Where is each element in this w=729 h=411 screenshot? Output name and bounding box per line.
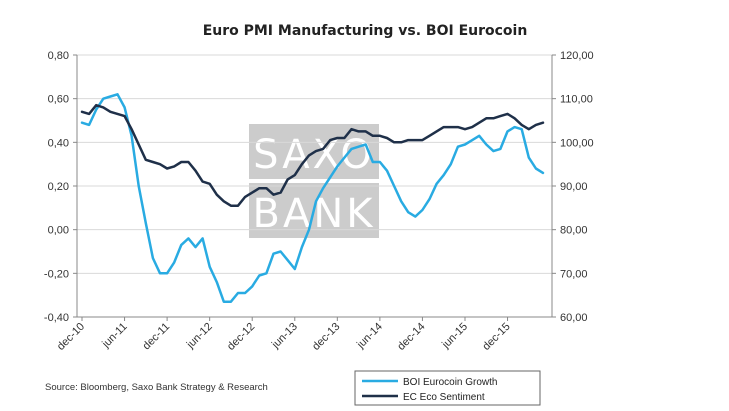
left-tick-label: 0,80: [48, 50, 69, 62]
gridlines: [77, 54, 552, 318]
x-axis-ticks: dec-10 jun-11 dec-11 jun-12 dec-12 jun-13 dec-…: [55, 317, 513, 353]
series-line-sentiment: [80, 103, 545, 207]
x-tick-label: jun-13: [269, 321, 300, 352]
right-axis-ticks: 60,00 70,00 80,00 90,00 100,00 110,00 120,00: [552, 50, 594, 324]
watermark-logo: SAXO BANK: [249, 124, 379, 238]
x-tick-label: dec-15: [480, 321, 512, 353]
legend: BOI Eurocoin Growth EC Eco Sentiment: [354, 370, 541, 406]
left-axis-ticks: -0,40 -0,20 0,00 0,20 0,40 0,60 0,80: [44, 50, 77, 324]
x-tick-label: jun-15: [439, 321, 470, 352]
left-tick-label: -0,40: [44, 312, 69, 324]
watermark-text-saxo: SAXO: [253, 132, 375, 178]
right-tick-label: 60,00: [560, 312, 588, 324]
x-tick-label: jun-11: [99, 321, 129, 351]
left-tick-label: 0,20: [48, 181, 69, 193]
right-tick-label: 110,00: [560, 94, 593, 106]
right-tick-label: 100,00: [560, 137, 594, 149]
left-tick-label: -0,20: [44, 268, 69, 280]
left-tick-label: 0,40: [48, 137, 69, 149]
right-tick-label: 90,00: [560, 181, 588, 193]
right-tick-label: 120,00: [560, 50, 594, 62]
x-tick-label: dec-11: [141, 321, 173, 353]
right-tick-label: 80,00: [560, 225, 588, 237]
x-tick-label: dec-12: [225, 321, 257, 353]
right-tick-label: 70,00: [560, 268, 588, 280]
legend-label-sentiment: EC Eco Sentiment: [403, 392, 485, 403]
legend-box: [354, 370, 541, 406]
x-tick-label: jun-14: [354, 321, 385, 352]
x-tick-label: jun-12: [184, 321, 215, 352]
chart-title: Euro PMI Manufacturing vs. BOI Eurocoin: [203, 23, 528, 39]
series-lines: [80, 93, 545, 303]
x-tick-label: dec-13: [310, 321, 342, 353]
x-tick-label: dec-10: [55, 321, 87, 353]
left-tick-label: 0,00: [48, 225, 69, 237]
x-tick-label: dec-14: [395, 321, 427, 353]
series-line-eurocoin: [80, 93, 545, 303]
left-tick-label: 0,60: [48, 94, 69, 106]
source-note: Source: Bloomberg, Saxo Bank Strategy & …: [45, 382, 268, 393]
legend-label-eurocoin: BOI Eurocoin Growth: [403, 377, 497, 388]
